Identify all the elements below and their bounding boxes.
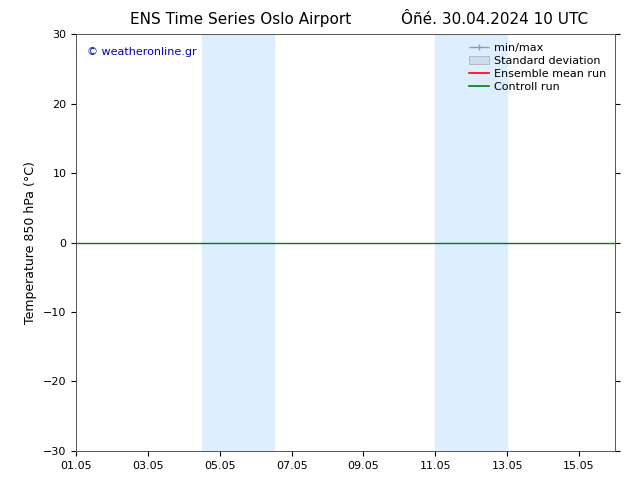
Bar (436, 34, 507, 451)
Y-axis label: Temperature 850 hPa (°C): Temperature 850 hPa (°C) (24, 161, 37, 324)
Text: ENS Time Series Oslo Airport: ENS Time Series Oslo Airport (131, 12, 351, 27)
Text: © weatheronline.gr: © weatheronline.gr (87, 47, 197, 57)
Text: Ôñé. 30.04.2024 10 UTC: Ôñé. 30.04.2024 10 UTC (401, 12, 588, 27)
Legend: min/max, Standard deviation, Ensemble mean run, Controll run: min/max, Standard deviation, Ensemble me… (466, 40, 609, 95)
Bar (202, 34, 274, 451)
